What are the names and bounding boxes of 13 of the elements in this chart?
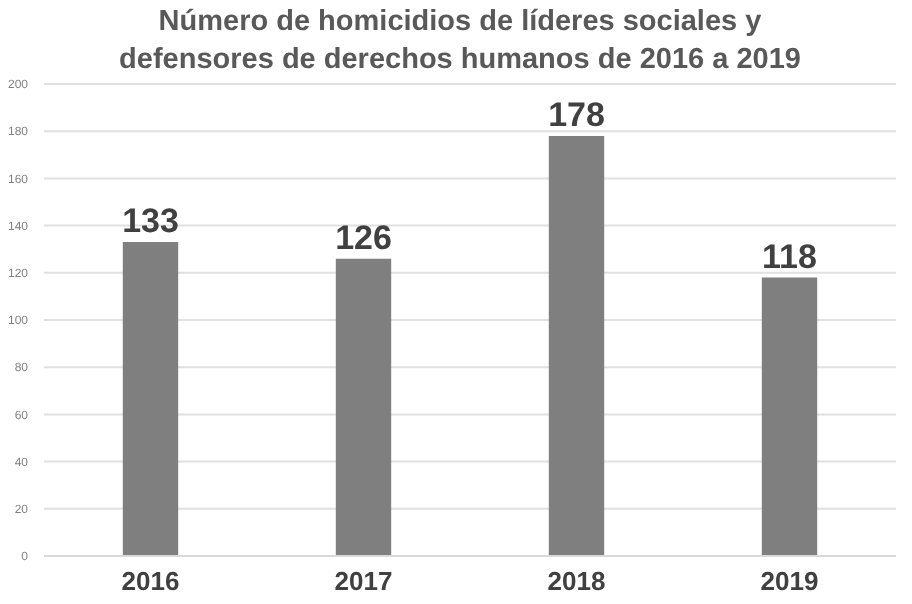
x-tick-label: 2017 xyxy=(334,566,393,597)
data-label: 133 xyxy=(122,202,179,241)
bar xyxy=(761,277,818,556)
bar xyxy=(335,258,392,556)
x-tick-label: 2016 xyxy=(121,566,180,597)
x-tick-label: 2018 xyxy=(547,566,606,597)
data-label: 126 xyxy=(335,218,392,257)
data-label: 178 xyxy=(548,95,605,134)
x-tick-label: 2019 xyxy=(760,566,819,597)
bar xyxy=(122,242,179,556)
data-label: 118 xyxy=(762,237,817,276)
bar xyxy=(548,135,605,556)
chart-title: Número de homicidios de líderes sociales y defensores de derechos humanos de 2016 a 2019 xyxy=(117,4,803,80)
